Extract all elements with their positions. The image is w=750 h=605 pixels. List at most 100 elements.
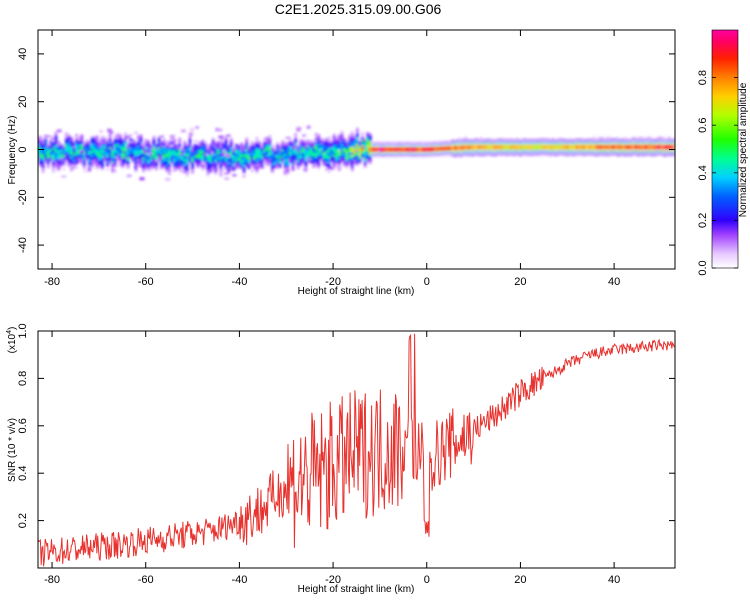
heatmap-cell (299, 152, 303, 155)
heatmap-core-cell (503, 145, 507, 149)
heatmap-cell (283, 150, 287, 153)
heatmap-cell (90, 152, 94, 155)
heatmap-cell (608, 136, 612, 139)
heatmap-cell (88, 156, 92, 159)
heatmap-cell (157, 139, 161, 142)
heatmap-cell (201, 145, 205, 148)
heatmap-cell (240, 153, 244, 156)
heatmap-cell (219, 143, 223, 147)
heatmap-cell (206, 171, 210, 175)
heatmap-cell (82, 141, 86, 144)
heatmap-cell (258, 140, 262, 144)
heatmap-cell (252, 149, 256, 153)
heatmap-cell (270, 159, 274, 162)
heatmap-cell (62, 164, 66, 167)
heatmap-cell (332, 141, 336, 144)
heatmap-cell (180, 150, 184, 153)
heatmap-cell (353, 158, 357, 161)
heatmap-cell (232, 162, 236, 166)
heatmap-cell (75, 133, 79, 137)
heatmap-cell (111, 163, 115, 166)
heatmap-cell (301, 145, 305, 148)
heatmap-cell (260, 153, 264, 156)
heatmap-cell (247, 147, 251, 150)
heatmap-cell (39, 160, 43, 163)
heatmap-cell (139, 145, 143, 149)
heatmap-speckle (219, 128, 223, 132)
heatmap-cell (309, 147, 313, 151)
heatmap-cell (111, 145, 115, 149)
heatmap-core-cell (493, 145, 497, 149)
heatmap-cell (240, 157, 244, 160)
heatmap-cell (337, 143, 341, 147)
heatmap-cell (85, 148, 89, 151)
heatmap-cell (77, 144, 81, 147)
heatmap-cell (142, 164, 146, 167)
heatmap-cell (126, 152, 130, 155)
heatmap-cell (95, 165, 99, 168)
heatmap-cell (80, 147, 84, 151)
heatmap-speckle (134, 131, 138, 135)
heatmap-cell (363, 148, 367, 151)
heatmap-cell (188, 152, 192, 155)
heatmap-cell (260, 157, 264, 160)
heatmap-cell (67, 155, 71, 158)
heatmap-cell (108, 154, 112, 157)
heatmap-cell (44, 153, 48, 157)
heatmap-cell (649, 136, 653, 140)
heatmap-cell (90, 150, 94, 153)
heatmap-cell (69, 154, 73, 157)
heatmap-cell (317, 157, 321, 160)
heatmap-cell (330, 141, 334, 144)
heatmap-cell (72, 141, 76, 145)
heatmap-cell (301, 143, 305, 146)
heatmap-speckle (266, 159, 271, 161)
heatmap-cell (314, 157, 318, 160)
heatmap-cell (301, 153, 305, 156)
heatmap-cell (75, 141, 79, 144)
heatmap-cell (636, 137, 640, 140)
heatmap-cell (173, 140, 177, 143)
heatmap-core-cell (451, 146, 455, 150)
heatmap-cell (139, 134, 143, 137)
heatmap-cell (291, 151, 295, 154)
heatmap-cell (126, 143, 130, 146)
heatmap-cell (103, 150, 107, 153)
heatmap-cell (118, 156, 122, 160)
heatmap-cell (343, 164, 347, 168)
heatmap-cell (229, 153, 233, 156)
heatmap-cell (288, 141, 292, 144)
heatmap-cell (209, 168, 213, 171)
heatmap-cell (363, 142, 367, 145)
heatmap-core-cell (523, 145, 527, 149)
heatmap-cell (126, 156, 130, 159)
heatmap-cell (214, 164, 218, 168)
heatmap-cell (325, 146, 329, 150)
heatmap-cell (306, 149, 310, 152)
heatmap-cell (250, 160, 254, 163)
heatmap-cell (80, 136, 84, 139)
heatmap-cell (46, 162, 50, 165)
heatmap-cell (276, 146, 280, 149)
heatmap-cell (322, 161, 326, 164)
top-y-tick-label-1: -20 (17, 189, 29, 205)
heatmap-cell (283, 161, 287, 164)
heatmap-cell (255, 140, 259, 143)
heatmap-cell (237, 164, 241, 167)
heatmap-cell (131, 141, 135, 144)
heatmap-cell (75, 154, 79, 158)
heatmap-cell (157, 137, 161, 140)
heatmap-cell (343, 139, 347, 143)
heatmap-cell (631, 136, 635, 139)
heatmap-cell (188, 147, 192, 150)
heatmap-cell (54, 154, 58, 157)
heatmap-cell (355, 150, 359, 153)
heatmap-cell (288, 145, 292, 148)
heatmap-cell (250, 141, 254, 144)
heatmap-cell (358, 152, 362, 155)
heatmap-cell (268, 152, 272, 155)
heatmap-cell (317, 149, 321, 152)
heatmap-cell (116, 151, 120, 155)
snr-panel: -80 -60 -40 -20 0 20 40 0.20.40.60.81.0 Height… (6, 323, 676, 595)
heatmap-cell (180, 159, 184, 163)
